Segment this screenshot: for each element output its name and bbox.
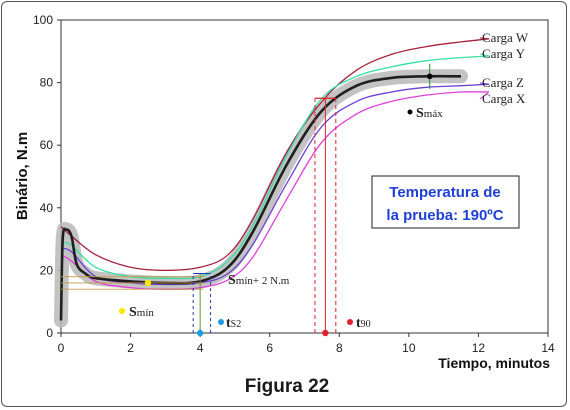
- y-axis-label: Binário, N.m: [14, 132, 31, 220]
- smin-label: Smín: [129, 305, 154, 320]
- x-tick-label: 12: [472, 341, 486, 355]
- x-tick-label: 0: [58, 341, 65, 355]
- temperature-box-line1: Temperatura de: [389, 184, 500, 201]
- figure-caption: Figura 22: [245, 376, 329, 397]
- ts2-label-dot: [218, 319, 224, 325]
- x-tick-label: 14: [541, 341, 555, 355]
- y-tick-label: 60: [40, 138, 54, 152]
- legend-label: Carga X: [482, 91, 526, 106]
- t90-label-dot: [347, 319, 353, 325]
- y-tick-label: 80: [40, 76, 54, 90]
- x-tick-label: 4: [197, 341, 204, 355]
- series-line-carga-y: [60, 55, 489, 280]
- legend-leader: [479, 82, 489, 85]
- series-line-carga-x: [60, 91, 489, 290]
- smin-point: [144, 279, 152, 287]
- t90-point: [322, 329, 329, 337]
- y-tick-label: 40: [40, 201, 54, 215]
- y-tick-label: 20: [40, 263, 54, 277]
- smin2-label: Smín+ 2 N.m: [228, 273, 290, 288]
- legend-leader: [479, 53, 489, 57]
- smax-label-dot: [407, 109, 413, 115]
- temperature-box: [371, 175, 520, 229]
- legend-label: Carga W: [482, 30, 529, 45]
- x-axis-ticks: 0 2 4 6 8 10 12 14: [58, 333, 555, 355]
- smax-label: Smáx: [416, 106, 443, 121]
- legend-leader: [479, 91, 490, 100]
- legend-label: Carga Y: [482, 46, 526, 61]
- x-tick-label: 2: [127, 341, 134, 355]
- plot-area: [60, 19, 549, 334]
- x-tick-label: 6: [266, 341, 273, 355]
- y-tick-label: 100: [33, 13, 53, 27]
- smax-point: [426, 73, 433, 80]
- t90-label: t90: [356, 316, 371, 331]
- ts2-label: tS2: [226, 316, 241, 331]
- x-tick-label: 10: [402, 341, 416, 355]
- x-tick-label: 8: [336, 341, 343, 355]
- x-axis-label: Tiempo, minutos: [438, 355, 550, 371]
- ts2-point: [196, 329, 204, 337]
- smin-label-dot: [119, 308, 125, 314]
- y-tick-label: 0: [46, 326, 53, 340]
- temperature-box-line2: la prueba: 190ºC: [386, 207, 503, 224]
- series-line-carga-w: [60, 38, 489, 272]
- legend-label: Carga Z: [482, 75, 524, 90]
- y-axis-ticks: 0 20 40 60 80 100: [33, 13, 61, 340]
- guide-lines: [61, 63, 433, 337]
- legend-leader: [479, 37, 489, 40]
